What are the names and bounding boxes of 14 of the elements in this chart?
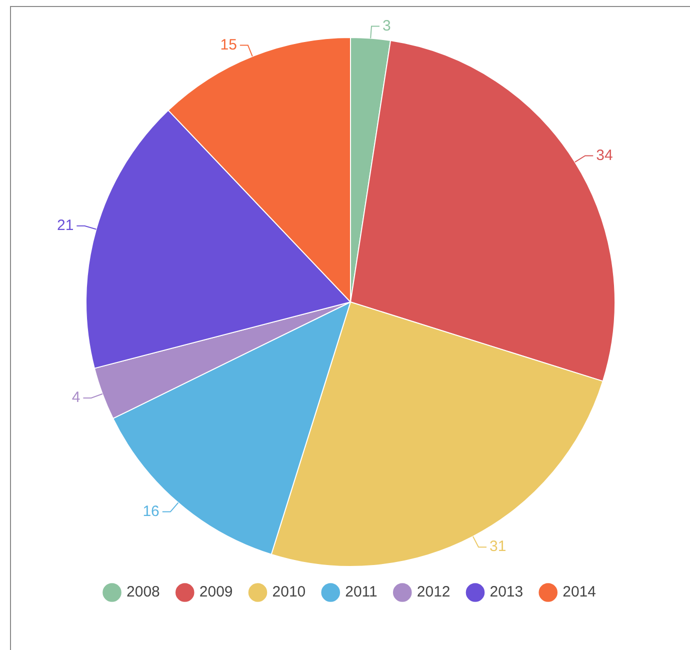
legend-label: 2010 — [272, 584, 306, 601]
data-label: 4 — [72, 389, 80, 406]
legend-label: 2012 — [416, 584, 450, 601]
data-label: 16 — [142, 502, 160, 520]
legend-label: 2008 — [126, 584, 160, 601]
legend-label: 2009 — [199, 584, 233, 601]
data-label: 21 — [56, 217, 74, 234]
data-label: 3 — [382, 17, 391, 34]
data-label: 15 — [220, 36, 237, 54]
legend-label: 2011 — [345, 584, 378, 601]
data-label: 34 — [596, 146, 613, 164]
legend-label: 2014 — [562, 584, 596, 601]
legend-label: 2013 — [490, 584, 524, 601]
data-label: 31 — [490, 538, 506, 556]
